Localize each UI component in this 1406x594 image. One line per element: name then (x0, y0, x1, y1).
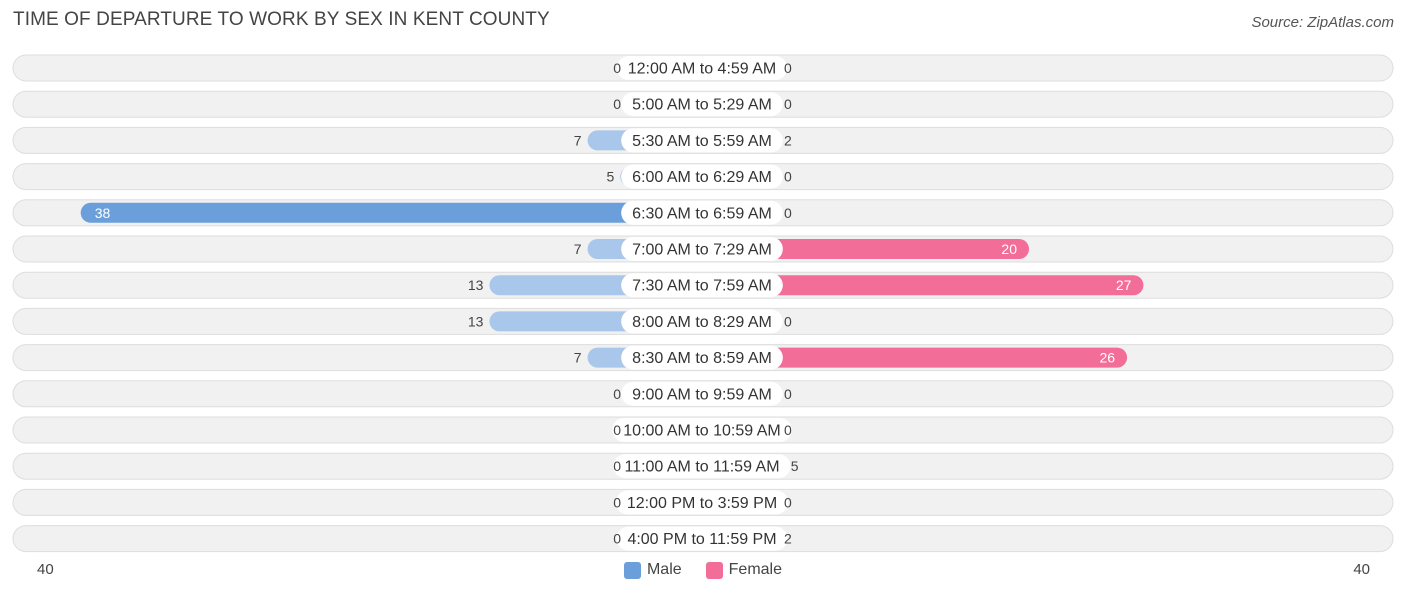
value-label-female: 20 (1001, 241, 1017, 257)
value-label-female: 0 (784, 205, 792, 221)
category-pill (621, 381, 783, 406)
category-pill (621, 345, 783, 370)
value-label-male: 0 (613, 458, 621, 474)
legend-swatch-female (705, 561, 723, 579)
category-pill (621, 164, 783, 189)
value-label-female: 0 (784, 96, 792, 112)
value-label-male: 0 (613, 422, 621, 438)
bar-male (80, 202, 702, 223)
value-label-female: 0 (784, 494, 792, 510)
axis-left-label: 40 (37, 561, 54, 578)
category-pill (615, 490, 789, 515)
bar-female (702, 275, 1144, 296)
value-label-male: 0 (613, 96, 621, 112)
category-pill (621, 128, 783, 153)
category-label: 5:30 AM to 5:59 AM (632, 133, 772, 150)
category-label: 11:00 AM to 11:59 AM (624, 459, 779, 476)
category-label: 6:30 AM to 6:59 AM (632, 205, 772, 222)
value-label-male: 13 (468, 277, 484, 293)
value-label-male: 0 (613, 386, 621, 402)
category-label: 4:00 PM to 11:59 PM (627, 531, 776, 548)
legend-label-female: Female (728, 561, 783, 578)
category-label: 7:30 AM to 7:59 AM (632, 278, 772, 295)
value-label-female: 0 (784, 386, 792, 402)
category-label: 6:00 AM to 6:29 AM (632, 169, 772, 186)
axis-right-label: 40 (1353, 561, 1370, 578)
value-label-female: 26 (1100, 350, 1116, 366)
value-label-female: 5 (791, 458, 799, 474)
value-label-female: 0 (784, 169, 792, 185)
category-pill (616, 526, 788, 551)
category-pill (613, 454, 791, 479)
category-pill (621, 273, 783, 298)
value-label-male: 38 (95, 205, 111, 221)
category-label: 10:00 AM to 10:59 AM (623, 423, 780, 440)
category-pill (621, 200, 783, 225)
source-credit: Source: ZipAtlas.com (1251, 14, 1394, 31)
category-label: 8:30 AM to 8:59 AM (632, 350, 772, 367)
category-label: 5:00 AM to 5:29 AM (632, 97, 772, 114)
bar-female (702, 347, 1128, 368)
value-label-male: 7 (574, 132, 582, 148)
category-label: 8:00 AM to 8:29 AM (632, 314, 772, 331)
value-label-female: 2 (784, 132, 792, 148)
chart-title: TIME OF DEPARTURE TO WORK BY SEX IN KENT… (13, 9, 550, 30)
value-label-female: 2 (784, 531, 792, 547)
value-label-male: 7 (574, 241, 582, 257)
bar-female (702, 239, 1029, 259)
value-label-male: 13 (468, 313, 484, 329)
category-label: 12:00 PM to 3:59 PM (627, 495, 777, 512)
value-label-male: 5 (606, 169, 614, 185)
category-pill (612, 418, 792, 442)
category-pill (621, 92, 783, 117)
legend: Male Female (0, 561, 1406, 579)
legend-item-male: Male (623, 561, 682, 579)
category-label: 12:00 AM to 4:59 AM (628, 61, 777, 78)
category-pill (621, 237, 783, 261)
value-label-female: 27 (1116, 277, 1132, 293)
value-label-male: 7 (574, 350, 582, 366)
chart-canvas: 12:00 AM to 4:59 AM 0 0 5:00 AM to 5:29 AM 0… (12, 54, 1394, 553)
value-label-male: 0 (613, 531, 621, 547)
value-label-female: 0 (784, 422, 792, 438)
category-label: 7:00 AM to 7:29 AM (632, 242, 772, 259)
legend-swatch-male (623, 561, 641, 579)
category-pill (616, 56, 788, 80)
category-pill (621, 309, 783, 334)
value-label-female: 0 (784, 313, 792, 329)
value-label-male: 0 (613, 60, 621, 76)
value-label-female: 0 (784, 60, 792, 76)
value-label-male: 0 (613, 494, 621, 510)
legend-label-male: Male (646, 561, 682, 578)
legend-item-female: Female (705, 561, 783, 579)
category-label: 9:00 AM to 9:59 AM (632, 386, 772, 403)
